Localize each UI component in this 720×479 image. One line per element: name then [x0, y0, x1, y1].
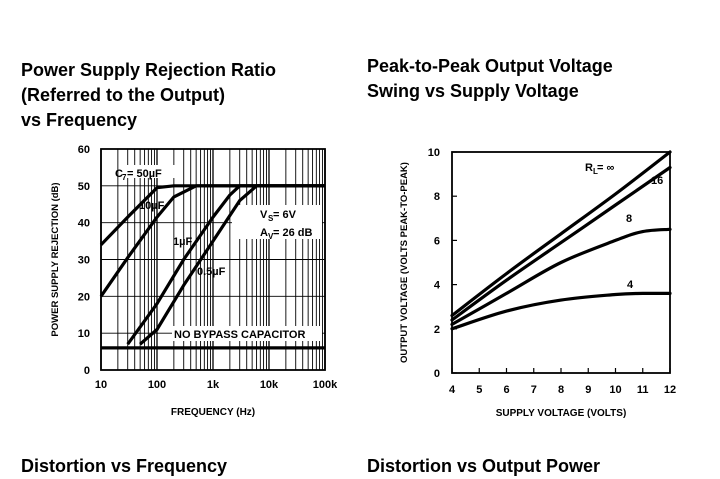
swing-series-line [450, 291, 672, 331]
swing-xtick-label: 8 [558, 384, 564, 396]
psrr-label-vs: V [260, 209, 268, 221]
psrr-label-vs-sub: S [268, 214, 274, 223]
swing-ytick-label: 6 [434, 235, 440, 247]
swing-label-4: 4 [627, 279, 634, 291]
swing-ytick-label: 10 [428, 147, 440, 159]
swing-xtick-label: 6 [503, 384, 509, 396]
swing-series-line [450, 165, 672, 322]
psrr-label-no-bypass: NO BYPASS CAPACITOR [174, 329, 305, 341]
psrr-series-line [126, 184, 325, 346]
swing-xtick-label: 12 [664, 384, 676, 396]
psrr-label-c7-sub: 7 [122, 173, 127, 182]
swing-ytick-label: 8 [434, 191, 440, 203]
psrr-label-c7: C [115, 168, 123, 180]
swing-xtick-label: 10 [609, 384, 621, 396]
swing-chart-title: Peak-to-Peak Output Voltage Swing vs Sup… [367, 54, 613, 104]
psrr-series-line [139, 184, 325, 346]
swing-label-rl-sub: L [593, 167, 598, 176]
psrr-title-line-2: (Referred to the Output) [21, 85, 225, 105]
psrr-label-10uf: 10µF [139, 200, 165, 212]
psrr-title-line-3: vs Frequency [21, 110, 138, 130]
swing-xtick-label: 5 [476, 384, 482, 396]
swing-ytick-label: 4 [434, 280, 441, 292]
swing-series-line [450, 227, 672, 326]
swing-xtick-label: 11 [637, 384, 649, 396]
swing-xtick-label: 4 [449, 384, 456, 396]
swing-plot: 4 5 6 7 8 9 10 11 12 0 2 4 6 8 10 SUPPLY VOLTAGE (VOLTS… [399, 147, 676, 419]
swing-label-8: 8 [626, 213, 632, 225]
psrr-label-av-value: = 26 dB [273, 227, 312, 239]
psrr-series-line [99, 184, 325, 298]
swing-x-axis-label: SUPPLY VOLTAGE (VOLTS) [496, 408, 627, 419]
psrr-label-c7-value: = 50µF [127, 168, 162, 180]
swing-xtick-label: 7 [531, 384, 537, 396]
psrr-xtick-label: 100 [148, 379, 166, 391]
swing-title-line-1: Peak-to-Peak Output Voltage [367, 56, 613, 76]
psrr-xtick-label: 10 [95, 379, 107, 391]
psrr-ytick-label: 50 [78, 181, 90, 193]
psrr-label-vs-value: = 6V [273, 209, 297, 221]
distortion-power-title: Distortion vs Output Power [367, 456, 601, 476]
psrr-label-av: A [260, 227, 268, 239]
psrr-xtick-label: 1k [207, 379, 220, 391]
psrr-label-bg [127, 165, 179, 178]
swing-y-axis-label: OUTPUT VOLTAGE (VOLTS PEAK-TO-PEAK) [399, 162, 410, 363]
swing-label-bg [582, 159, 624, 173]
swing-series-line [450, 150, 672, 318]
swing-label-rl-value: = ∞ [597, 162, 614, 174]
swing-xtick-label: 9 [585, 384, 591, 396]
swing-title-line-2: Swing vs Supply Voltage [367, 81, 579, 101]
psrr-chart-title: Power Supply Rejection Ratio (Referred t… [21, 58, 276, 133]
psrr-plot-frame [100, 148, 326, 371]
psrr-ytick-label: 40 [78, 218, 90, 230]
psrr-xtick-label: 10k [260, 379, 279, 391]
distortion-frequency-title: Distortion vs Frequency [21, 456, 228, 476]
psrr-title-line-1: Power Supply Rejection Ratio [21, 60, 277, 80]
psrr-label-av-sub: V [268, 232, 274, 241]
psrr-ytick-label: 20 [78, 291, 90, 303]
psrr-plot: 0 10 20 30 40 50 60 10 100 1k 10k 100k FREQUENCY (Hz… [50, 144, 338, 418]
psrr-ytick-label: 30 [78, 255, 90, 267]
swing-label-rl: R [585, 162, 593, 174]
psrr-xtick-label: 100k [313, 379, 338, 391]
swing-ytick-label: 2 [434, 324, 440, 336]
psrr-ytick-label: 0 [84, 365, 90, 377]
swing-label-16: 16 [651, 175, 663, 187]
psrr-x-axis-label: FREQUENCY (Hz) [171, 407, 255, 418]
psrr-label-1uf: 1µF [173, 236, 192, 248]
psrr-label-0-5uf: 0.5µF [197, 266, 226, 278]
swing-ytick-label: 0 [434, 368, 440, 380]
psrr-ytick-label: 60 [78, 144, 90, 156]
psrr-y-axis-label: POWER SUPPLY REJECTION (dB) [50, 182, 61, 336]
psrr-label-bg [172, 326, 322, 341]
psrr-ytick-label: 10 [78, 328, 90, 340]
psrr-label-bg [232, 205, 322, 239]
swing-label-bg [624, 278, 638, 291]
